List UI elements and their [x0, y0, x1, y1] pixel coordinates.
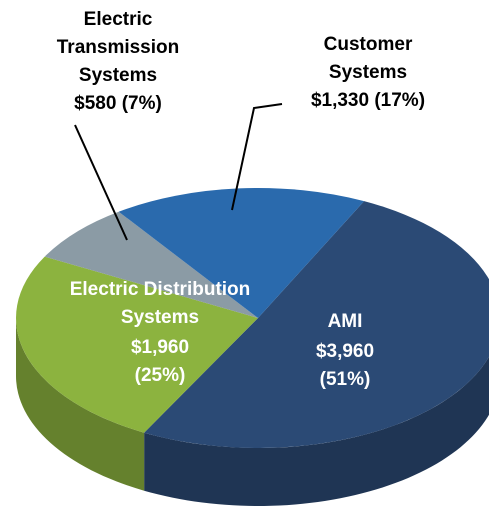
slice-value-label: $1,330 (17%)	[310, 90, 426, 111]
slice-value-label: $3,960 (51%)	[315, 341, 375, 390]
slice-side	[144, 356, 489, 506]
slice-label: Electric Transmission Systems	[56, 9, 180, 86]
slice-label: Customer Systems	[323, 34, 413, 83]
slice-side	[16, 318, 145, 491]
leader-line	[74, 124, 128, 241]
leader-line	[231, 103, 283, 211]
slice-value-label: $1,960 (25%)	[130, 337, 190, 386]
slice	[118, 188, 365, 318]
slice-label: Electric Distribution Systems	[69, 279, 251, 328]
slice-label: AMI	[327, 311, 363, 332]
slice-value-label: $580 (7%)	[74, 93, 162, 114]
slice	[144, 201, 489, 448]
slice	[44, 211, 258, 318]
slice	[15, 256, 259, 433]
